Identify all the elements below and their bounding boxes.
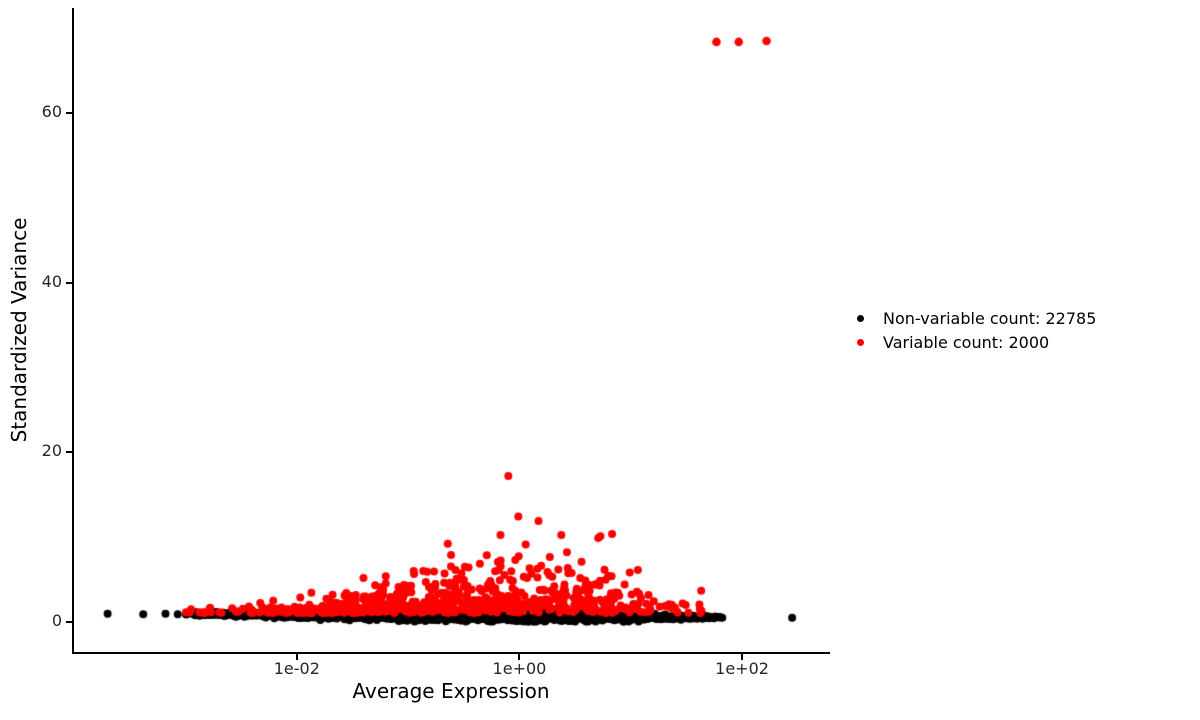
x-tick-label: 1e+00 [492,659,547,678]
legend-item-nonvariable: Non-variable count: 22785 [848,307,1096,329]
y-tick-label: 20 [41,441,62,461]
x-tick-mark [295,654,298,660]
x-tick-mark [518,654,521,660]
legend-label-nonvariable: Non-variable count: 22785 [883,308,1097,328]
y-axis-title: Standardized Variance [7,217,31,443]
y-tick-mark [66,112,72,115]
x-tick-mark [741,654,744,660]
x-tick-label: 1e+02 [715,659,769,678]
red-point-icon [857,338,864,346]
x-axis-line [72,652,830,654]
y-tick-mark [66,620,72,623]
x-tick-label: 1e-02 [273,659,320,678]
y-tick-mark [66,451,72,454]
black-point-icon [857,314,864,322]
y-tick-mark [66,281,72,284]
legend: Non-variable count: 22785 Variable count… [848,307,1096,353]
legend-item-variable: Variable count: 2000 [848,331,1096,353]
legend-label-variable: Variable count: 2000 [883,332,1050,352]
y-axis-line [72,8,74,654]
y-tick-label: 40 [41,271,62,291]
y-tick-label: 60 [41,102,62,122]
y-tick-label: 0 [51,610,62,630]
x-axis-title: Average Expression [352,679,550,703]
